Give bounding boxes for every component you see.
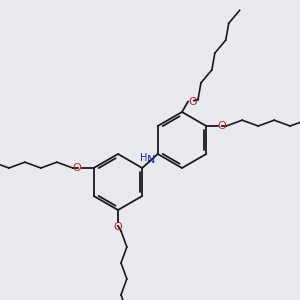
Text: O: O [72, 163, 81, 173]
Text: O: O [218, 121, 226, 131]
Text: N: N [147, 155, 155, 165]
Text: O: O [189, 97, 197, 106]
Text: H: H [140, 153, 148, 163]
Text: O: O [114, 222, 122, 232]
